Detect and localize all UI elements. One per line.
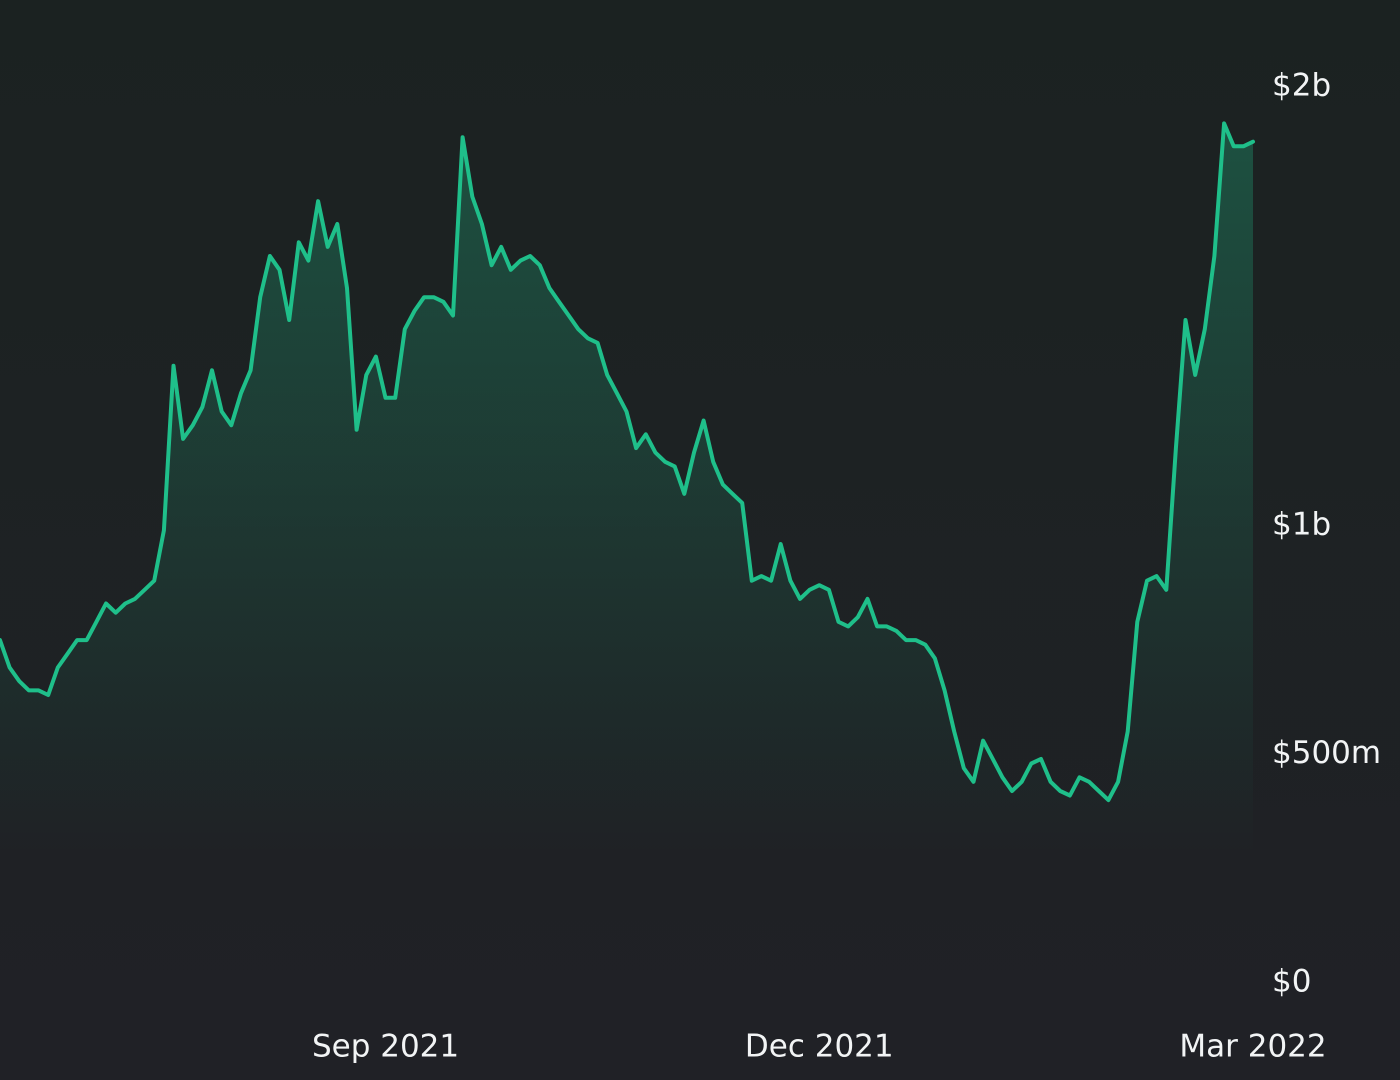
- x-tick-label: Dec 2021: [745, 1029, 894, 1065]
- line: [0, 121, 1255, 803]
- area-fill: [0, 123, 1253, 983]
- y-tick-label: $1b: [1272, 506, 1331, 542]
- y-tick-label: $0: [1272, 964, 1311, 1000]
- y-tick-label: $500m: [1272, 735, 1381, 771]
- x-tick-label: Mar 2022: [1179, 1029, 1326, 1065]
- x-tick-label: Sep 2021: [312, 1029, 459, 1065]
- y-tick-label: $2b: [1272, 68, 1331, 104]
